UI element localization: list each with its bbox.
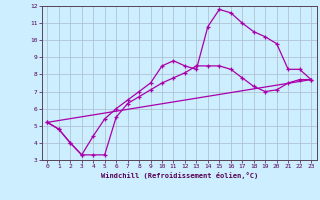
X-axis label: Windchill (Refroidissement éolien,°C): Windchill (Refroidissement éolien,°C) — [100, 172, 258, 179]
